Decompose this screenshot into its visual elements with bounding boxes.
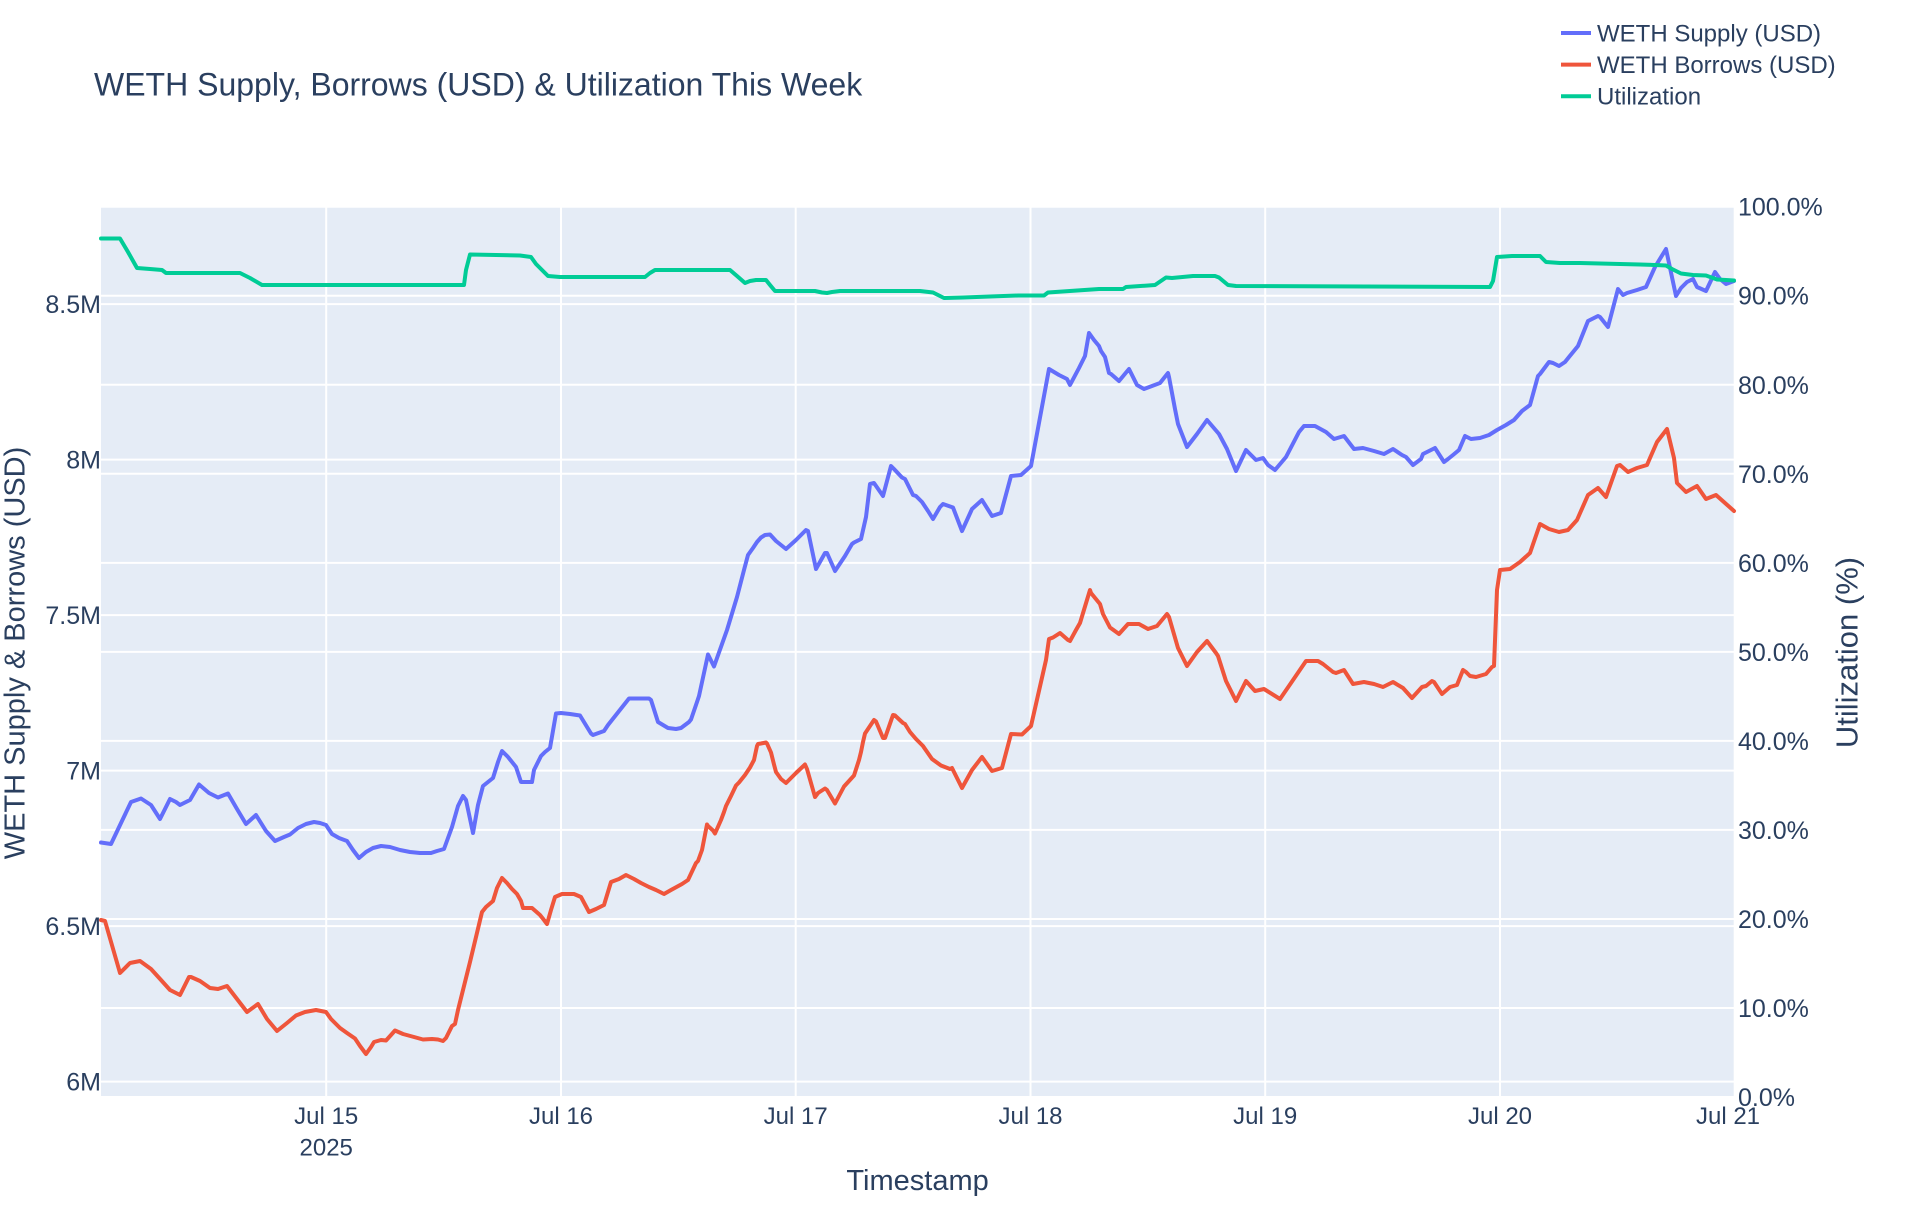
- svg-text:WETH Supply, Borrows (USD) & U: WETH Supply, Borrows (USD) & Utilization…: [94, 67, 863, 103]
- svg-text:WETH Borrows (USD): WETH Borrows (USD): [1597, 52, 1836, 79]
- svg-text:8.5M: 8.5M: [45, 291, 101, 319]
- svg-text:Jul 15: Jul 15: [294, 1103, 358, 1130]
- svg-text:Jul 20: Jul 20: [1468, 1103, 1532, 1130]
- svg-text:Utilization: Utilization: [1597, 84, 1701, 111]
- svg-text:100.0%: 100.0%: [1738, 194, 1823, 222]
- svg-text:90.0%: 90.0%: [1738, 283, 1809, 311]
- svg-text:6M: 6M: [66, 1069, 101, 1097]
- svg-text:Jul 18: Jul 18: [998, 1103, 1062, 1130]
- svg-text:2025: 2025: [300, 1135, 353, 1162]
- svg-text:Jul 17: Jul 17: [764, 1103, 828, 1130]
- svg-text:Jul 19: Jul 19: [1233, 1103, 1297, 1130]
- svg-text:8M: 8M: [66, 447, 101, 475]
- svg-text:7M: 7M: [66, 758, 101, 786]
- svg-text:WETH Supply (USD): WETH Supply (USD): [1597, 21, 1821, 48]
- svg-text:70.0%: 70.0%: [1738, 461, 1809, 489]
- svg-text:Timestamp: Timestamp: [846, 1165, 988, 1197]
- svg-text:Utilization (%): Utilization (%): [1830, 557, 1865, 748]
- svg-text:60.0%: 60.0%: [1738, 550, 1809, 578]
- svg-text:10.0%: 10.0%: [1738, 995, 1809, 1023]
- svg-text:6.5M: 6.5M: [45, 913, 101, 941]
- svg-text:40.0%: 40.0%: [1738, 728, 1809, 756]
- svg-text:WETH Supply & Borrows (USD): WETH Supply & Borrows (USD): [0, 447, 31, 860]
- svg-text:0.0%: 0.0%: [1738, 1084, 1795, 1112]
- svg-text:Jul 16: Jul 16: [529, 1103, 593, 1130]
- svg-text:7.5M: 7.5M: [45, 602, 101, 630]
- svg-text:50.0%: 50.0%: [1738, 639, 1809, 667]
- svg-text:20.0%: 20.0%: [1738, 906, 1809, 934]
- svg-text:30.0%: 30.0%: [1738, 817, 1809, 845]
- svg-text:Jul 21: Jul 21: [1696, 1103, 1760, 1130]
- svg-text:80.0%: 80.0%: [1738, 372, 1809, 400]
